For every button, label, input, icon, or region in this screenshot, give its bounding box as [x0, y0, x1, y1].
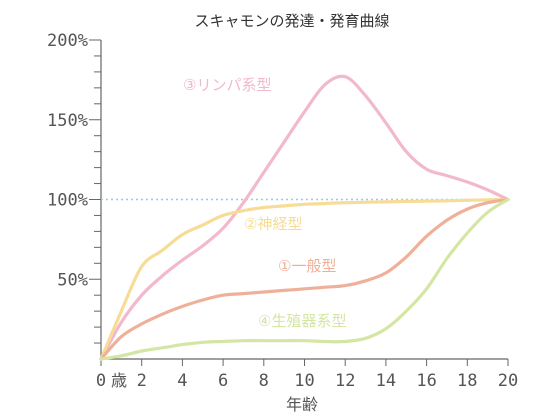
x-axis-label: 年齢 — [286, 395, 318, 414]
x-tick-label: 12 — [335, 371, 355, 391]
x-tick-label: 16 — [416, 371, 436, 391]
series-line — [99, 197, 510, 361]
axes: 50% 100% 150% 200% 0 2 4 6 8 10 12 14 16 18 20 歳 — [47, 31, 518, 391]
x-tick-label: 20 — [498, 371, 518, 391]
series-line — [99, 197, 510, 361]
series-line — [99, 74, 510, 361]
x-tick-label: 0 — [96, 371, 106, 391]
series-label: ①一般型 — [278, 257, 336, 275]
series-label: ②神経型 — [244, 215, 302, 233]
x-tick-label: 8 — [259, 371, 269, 391]
x-tick-label: 4 — [177, 371, 187, 391]
series-layer — [99, 74, 510, 361]
series-line — [99, 197, 510, 361]
y-tick-label: 150% — [47, 111, 88, 131]
y-tick-label: 100% — [47, 191, 88, 211]
series-labels: ③リンパ系型 ②神経型 ①一般型 ④生殖器系型 — [183, 76, 346, 330]
x-zero-suffix: 歳 — [111, 371, 127, 390]
chart-title: スキャモンの発達・発育曲線 — [194, 12, 389, 30]
x-tick-label: 14 — [376, 371, 396, 391]
series-label: ④生殖器系型 — [258, 312, 346, 330]
y-tick-label: 50% — [57, 270, 88, 290]
x-tick-label: 2 — [137, 371, 147, 391]
series-label: ③リンパ系型 — [183, 76, 271, 94]
x-tick-label: 10 — [294, 371, 314, 391]
x-tick-label: 6 — [218, 371, 228, 391]
x-tick-label: 18 — [457, 371, 477, 391]
y-tick-label: 200% — [47, 31, 88, 51]
